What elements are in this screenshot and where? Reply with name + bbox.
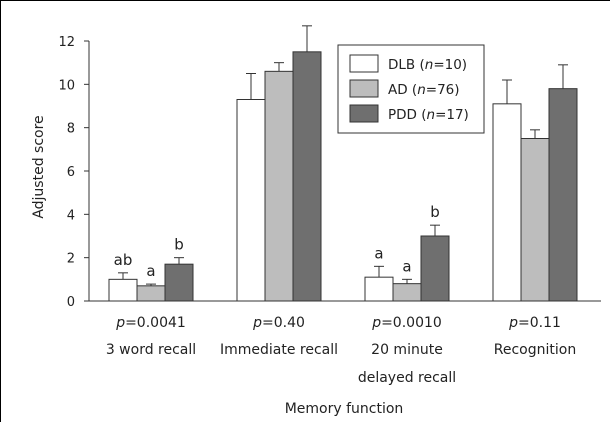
- y-tick-label: 6: [67, 165, 75, 180]
- bar-dlb-2: [364, 276, 394, 302]
- bar-ad-1: [264, 70, 294, 302]
- category-label: 3 word recall: [106, 342, 196, 358]
- significance-label: a: [402, 257, 411, 275]
- bar-dlb-3: [492, 103, 522, 302]
- legend-series-name: DLB (: [388, 57, 425, 73]
- legend-entry-dlb: DLB (n=10): [388, 57, 467, 73]
- legend-series-name: PDD (: [388, 107, 427, 123]
- category-label: Immediate recall: [220, 342, 338, 358]
- bar-pdd-2: [420, 235, 450, 302]
- legend: DLB (n=10)AD (n=76)PDD (n=17): [337, 44, 485, 134]
- x-axis-title: Memory function: [285, 401, 404, 417]
- p-value-label: p=0.0041: [115, 315, 186, 331]
- bar-ad-2: [392, 283, 422, 302]
- bar-ad-0: [136, 285, 166, 302]
- p-symbol: p: [252, 315, 262, 331]
- y-tick-label: 12: [58, 35, 75, 50]
- p-symbol: p: [371, 315, 381, 331]
- category-label: 20 minute: [371, 342, 443, 358]
- legend-entry-ad: AD (n=76): [388, 82, 460, 98]
- significance-label: ab: [114, 251, 133, 269]
- legend-n-value: =10): [433, 57, 467, 73]
- p-value-label: p=0.11: [508, 315, 561, 331]
- category-label: delayed recall: [358, 370, 456, 386]
- legend-n-symbol: n: [427, 107, 436, 123]
- legend-swatch-dlb: [349, 54, 379, 73]
- significance-label: b: [430, 203, 440, 221]
- y-axis: 0 2 4 6 8 10 12: [58, 35, 90, 310]
- p-number: =0.0010: [381, 315, 442, 331]
- bar-pdd-1: [292, 51, 322, 302]
- y-tick-label: 10: [58, 78, 75, 93]
- y-tick-label: 0: [67, 295, 75, 310]
- bar-dlb-0: [108, 278, 138, 302]
- legend-series-name: AD (: [388, 82, 417, 98]
- bar-ad-3: [520, 138, 550, 302]
- p-symbol: p: [115, 315, 125, 331]
- bar-pdd-0: [164, 263, 194, 302]
- legend-n-symbol: n: [417, 82, 426, 98]
- legend-swatch-ad: [349, 79, 379, 98]
- legend-n-value: =17): [435, 107, 469, 123]
- y-tick-label: 8: [67, 122, 75, 137]
- legend-n-symbol: n: [425, 57, 434, 73]
- significance-label: b: [174, 236, 184, 254]
- p-symbol: p: [508, 315, 518, 331]
- y-tick-label: 4: [67, 208, 75, 223]
- p-value-label: p=0.0010: [371, 315, 442, 331]
- legend-entry-pdd: PDD (n=17): [388, 107, 469, 123]
- p-value-label: p=0.40: [252, 315, 305, 331]
- bar-pdd-3: [548, 88, 578, 302]
- legend-swatch-pdd: [349, 104, 379, 123]
- y-tick-label: 2: [67, 252, 75, 267]
- p-number: =0.11: [518, 315, 561, 331]
- significance-label: a: [146, 262, 155, 280]
- significance-label: a: [374, 244, 383, 262]
- y-axis-title: Adjusted score: [31, 115, 47, 218]
- p-number: =0.40: [262, 315, 305, 331]
- legend-n-value: =76): [426, 82, 460, 98]
- category-label: Recognition: [494, 342, 576, 358]
- bar-dlb-1: [236, 99, 266, 302]
- p-number: =0.0041: [125, 315, 186, 331]
